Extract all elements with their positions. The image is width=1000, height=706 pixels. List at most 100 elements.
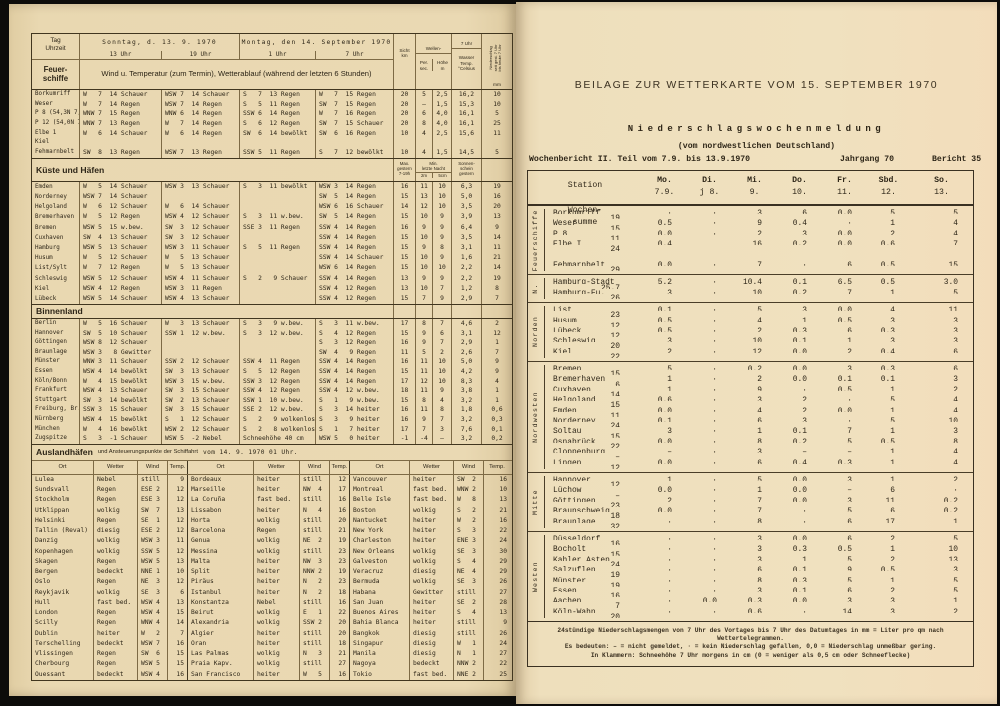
table-cell: 17 (394, 319, 416, 329)
table-cell: P 8 (54,3N 7,2O) (32, 109, 80, 120)
table-cell: Dublin (32, 628, 94, 639)
kueste-rows: Emden W 5 14 Schauer WSW 3 13 Schauer S 3 1… (32, 181, 512, 305)
table-cell: N 2 (300, 587, 330, 598)
table-cell: · (712, 555, 717, 561)
day-name: Fr. (837, 176, 852, 185)
table-cell: fast bed. (410, 485, 454, 496)
table-row: Fehmarnbelt SW 8 13 Regen WSW 7 13 Regen SS… (32, 148, 512, 158)
table-cell: Cherbourg (32, 659, 94, 670)
table-cell: · (712, 209, 717, 215)
table-cell: 11 (416, 367, 433, 377)
table-cell: 1 (757, 427, 762, 433)
table-cell: 9 (433, 212, 452, 223)
table-cell: Split (188, 567, 254, 578)
table-cell: 2 (667, 496, 672, 502)
table-cell: 4 (433, 395, 452, 406)
table-cell: 6 (847, 534, 852, 541)
table-row: Lulea Nebel still 9 Bordeaux heiter still 12 Van… (32, 474, 512, 486)
table-cell: S 3 12 Regen (316, 338, 394, 348)
table-cell: 6 (890, 507, 895, 513)
table-cell: · (667, 607, 672, 613)
table-cell: 10 (493, 100, 501, 108)
table-cell: SSE 2 12 w.bew. (240, 405, 316, 415)
table-cell: SSW 4 14 Regen (316, 273, 394, 284)
day-header-so: So. 13. (910, 171, 973, 201)
table-cell: 16 (394, 181, 416, 192)
table-cell: 10 (948, 545, 958, 551)
rotated-group-label: N. (532, 283, 539, 294)
table-cell: 0.0 (792, 365, 807, 371)
table-cell: Helgoland (32, 202, 80, 213)
table-cell: SW 5 14 Regen (316, 192, 394, 203)
table-cell: 11 (168, 536, 188, 547)
auslandhaefen-subtitle: und Ansteuerungspunkte der Schiffahrt (97, 449, 198, 456)
table-cell: bedeckt (410, 659, 454, 670)
table-cell: 16,1 (452, 109, 482, 120)
table-cell: still (300, 474, 330, 486)
table-cell: – (847, 448, 852, 454)
table-cell: 13 (416, 192, 433, 203)
table-row: Bocholt · · 3 0.3 0.5 1 10 15 (545, 545, 973, 555)
col-wetter: Wetter (254, 460, 300, 474)
table-cell: wolkig (94, 505, 138, 516)
table-cell: 5 (416, 347, 433, 358)
table-cell: Nagoya (350, 659, 410, 670)
table-cell: 5,0 (452, 357, 482, 368)
table-cell (240, 202, 316, 213)
table-cell: 1 (495, 396, 499, 404)
table-cell: 3,8 (452, 386, 482, 396)
table-cell: 20 (394, 119, 416, 129)
table-row: Soltau 3 · 1 0.1 7 1 3 15 (545, 427, 973, 437)
table-cell: W 7 15 Regen (316, 90, 394, 100)
table-cell: Hamburg-Stadt (553, 278, 615, 284)
table-cell: 7 (416, 424, 433, 435)
table-cell: WSW 8 12 Schauer (80, 338, 162, 348)
day-date: 13. (934, 188, 949, 197)
table-cell: SSW 4 14 Schauer (316, 253, 394, 264)
table-cell: ENE 3 (454, 536, 484, 547)
table-cell: WSW 5 (138, 556, 168, 568)
table-cell: WSW 4 15 bewölkt (80, 415, 162, 425)
wellen-label: Wellen- (416, 39, 451, 54)
table-cell: Malta (188, 556, 254, 568)
table-cell: 6 (847, 517, 852, 523)
table-cell: 29 (499, 568, 507, 576)
table-cell: 8 (416, 319, 433, 329)
table-cell: 2 (953, 385, 958, 392)
table-cell: · (712, 486, 717, 492)
table-cell: 16 (499, 475, 507, 483)
table-cell: 25 (493, 120, 501, 128)
table-cell: 16 (394, 415, 416, 425)
table-cell: WSW 4 12 Schauer (162, 212, 240, 223)
table-row: Braunlage WSW 3 8 Gewitter SW 4 9 Regen 11 5… (32, 347, 512, 358)
group-rows: Hamburg-Stadt 5.2 · 10.4 0.1 6.5 0.5 3.0 25.7 Ham… (545, 278, 973, 299)
table-cell: · (712, 545, 717, 551)
table-cell: 1 (890, 219, 895, 225)
day-name: Sbd. (878, 176, 899, 185)
table-cell: – (416, 99, 433, 110)
table-cell: 16,2 (452, 90, 482, 100)
table-cell: heiter (254, 567, 300, 578)
table-cell: SSW 4 14 Regen (316, 232, 394, 243)
table-cell (240, 232, 316, 243)
table-cell: 7 (847, 288, 852, 294)
table-cell: Las Palmas (188, 649, 254, 660)
table-cell: 8 (757, 576, 762, 582)
table-cell: 11 (394, 347, 416, 358)
table-cell: 2,5 (433, 90, 452, 100)
table-cell: Sundsvall (32, 485, 94, 496)
table-cell: Cuxhaven (553, 385, 591, 392)
day-name: Do. (792, 176, 807, 185)
table-cell: SSW 1 10 w.bew. (240, 395, 316, 406)
table-cell: 0,2 (491, 435, 503, 443)
table-cell: 22 (610, 352, 620, 359)
table-cell: heiter (254, 556, 300, 568)
table-row: Lüchow 0.0 · 1 0.0 – 6 · – (545, 486, 973, 496)
feuerschiffe-rows: Borkumriff W 7 14 Schauer WSW 7 14 Schauer… (32, 90, 512, 158)
day-header-di: Di. j 8. (687, 171, 732, 201)
table-cell: 1 (890, 427, 895, 433)
table-row: Bremerhaven 1 · 2 0.0 0.1 0.1 3 6 (545, 375, 973, 385)
table-cell (732, 251, 777, 256)
table-cell: Göttingen (553, 496, 596, 502)
